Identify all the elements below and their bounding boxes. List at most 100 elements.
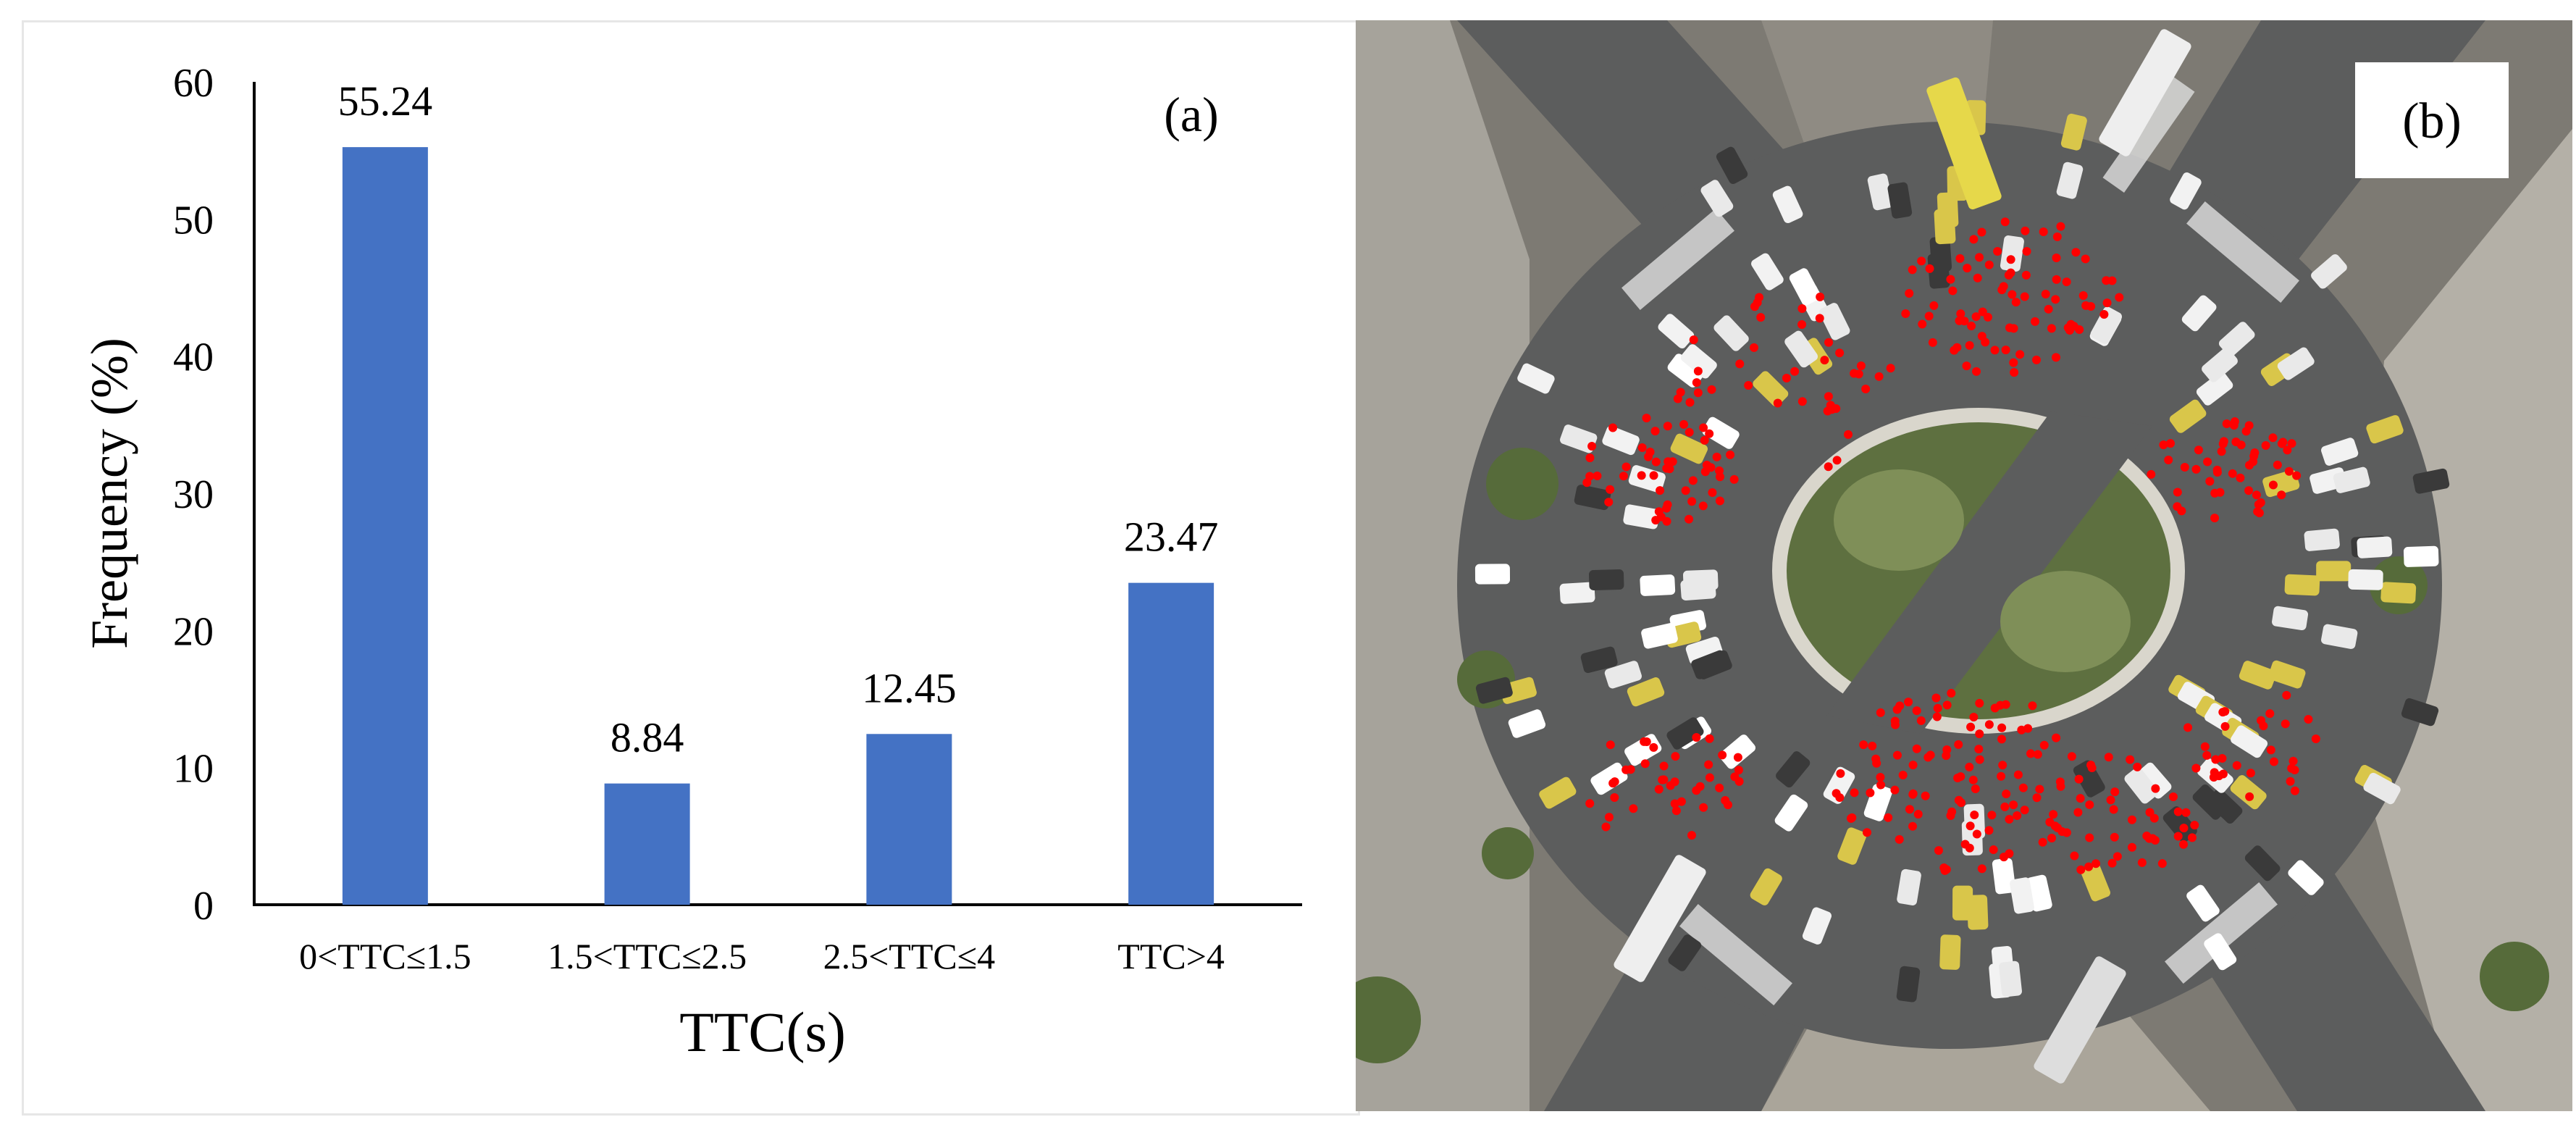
data-label: 8.84: [611, 714, 684, 761]
conflict-point: [2286, 777, 2295, 786]
conflict-point: [2052, 275, 2061, 284]
vehicle: [1640, 574, 1676, 596]
conflict-point: [1797, 397, 1807, 406]
vehicle: [1590, 762, 1628, 795]
conflict-point: [1832, 789, 1841, 798]
conflict-point: [1892, 705, 1902, 714]
conflict-point: [1824, 338, 1834, 347]
conflict-point: [1688, 476, 1698, 485]
conflict-point: [2039, 740, 2049, 750]
conflict-point: [1956, 309, 1965, 319]
conflict-point: [1749, 343, 1758, 352]
conflict-point: [2210, 514, 2220, 523]
conflict-point: [2085, 833, 2094, 842]
conflict-point: [2110, 832, 2119, 842]
conflict-point: [2190, 821, 2199, 830]
crosswalks: [1621, 77, 2299, 1005]
conflict-point: [1640, 759, 1650, 769]
conflict-point: [1637, 471, 1646, 480]
y-axis-title: Frequency (%): [80, 338, 138, 649]
conflict-point: [1890, 785, 1900, 795]
conflict-point: [2250, 448, 2260, 458]
conflict-point: [1651, 457, 1661, 466]
conflict-point: [2107, 276, 2117, 285]
conflict-point: [1861, 385, 1871, 394]
conflict-point: [1715, 466, 1724, 475]
conflict-point: [2115, 293, 2124, 302]
conflict-point: [1908, 761, 1918, 770]
conflict-point: [1649, 471, 1658, 480]
conflict-point: [2311, 734, 2320, 744]
conflict-point: [2183, 723, 2193, 732]
vehicle: [2262, 469, 2300, 498]
conflict-point: [1670, 799, 1679, 808]
conflict-point: [1973, 273, 1982, 282]
conflict-point: [1990, 703, 2000, 713]
vehicle: [1897, 869, 1921, 905]
conflict-point: [1601, 822, 1611, 832]
conflict-point: [2292, 471, 2302, 480]
conflict-point: [1955, 254, 1965, 263]
conflict-point: [1912, 706, 1921, 716]
conflict-point: [2179, 824, 2189, 833]
conflict-point: [1974, 745, 1984, 754]
conflict-point: [2041, 289, 2050, 298]
conflict-point: [1984, 720, 1994, 729]
vehicle: [1475, 677, 1513, 704]
conflict-point: [2231, 438, 2241, 447]
conflict-point: [1637, 443, 1647, 453]
conflict-point: [1934, 846, 1943, 855]
conflict-point: [2203, 457, 2212, 466]
conflict-point: [1676, 388, 1685, 397]
conflict-point: [1948, 286, 1958, 296]
conflict-point: [1699, 803, 1708, 812]
conflict-point: [1954, 740, 1963, 749]
conflict-point: [1705, 773, 1714, 782]
vehicle: [1559, 582, 1595, 604]
vehicle: [1508, 709, 1546, 738]
y-tick-label: 20: [173, 609, 214, 654]
conflict-point: [2051, 295, 2060, 304]
vehicle: [2333, 466, 2370, 493]
conflict-point: [2035, 784, 2044, 794]
conflict-point: [2157, 859, 2167, 869]
conflict-point: [1931, 693, 1941, 703]
vehicle: [2169, 399, 2207, 433]
conflict-point: [2020, 805, 2029, 815]
conflict-point: [1978, 307, 1987, 317]
conflict-point: [2147, 469, 2156, 479]
conflict-point: [1836, 769, 1845, 778]
conflict-point: [1705, 429, 1714, 438]
conflict-point: [1705, 734, 1714, 743]
conflict-point: [2287, 439, 2296, 448]
conflict-point: [2145, 808, 2155, 817]
conflict-point: [2164, 456, 2173, 465]
conflict-point: [1679, 419, 1689, 429]
conflict-point: [1946, 275, 1955, 284]
conflict-point: [2181, 808, 2191, 817]
conflict-point: [2281, 719, 2290, 729]
conflict-point: [1677, 797, 1686, 806]
conflict-point: [1587, 442, 1597, 451]
vehicle: [2288, 860, 2324, 895]
conflict-point: [1824, 462, 1833, 472]
vehicle: [1589, 569, 1624, 590]
conflict-point: [2288, 756, 2298, 766]
conflict-point: [2218, 753, 2227, 763]
conflict-point: [1790, 367, 1800, 376]
conflict-point: [1685, 398, 1695, 407]
vehicle: [1992, 858, 2016, 895]
conflict-point: [1687, 497, 1697, 506]
vehicle: [1789, 268, 1821, 306]
conflict-point: [1917, 256, 1926, 266]
conflict-point: [2277, 490, 2286, 500]
bus: [2099, 29, 2191, 156]
vehicle: [1776, 751, 1811, 788]
vehicle: [2124, 767, 2159, 804]
conflict-point: [1953, 774, 1963, 783]
conflict-point: [2133, 762, 2142, 771]
conflict-point: [1659, 761, 1669, 771]
conflict-point: [1662, 503, 1671, 513]
conflict-point: [1718, 750, 1727, 760]
conflict-point: [2104, 753, 2113, 762]
